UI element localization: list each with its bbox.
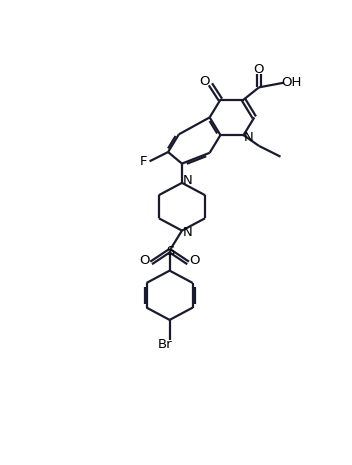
Text: O: O — [199, 75, 209, 88]
Text: N: N — [244, 131, 254, 144]
Text: N: N — [183, 226, 193, 239]
Text: N: N — [183, 174, 193, 187]
Text: O: O — [140, 254, 150, 267]
Text: O: O — [189, 254, 200, 267]
Text: OH: OH — [281, 76, 301, 89]
Text: O: O — [254, 63, 264, 76]
Text: Br: Br — [158, 338, 172, 351]
Text: S: S — [166, 245, 175, 258]
Text: F: F — [140, 155, 147, 168]
